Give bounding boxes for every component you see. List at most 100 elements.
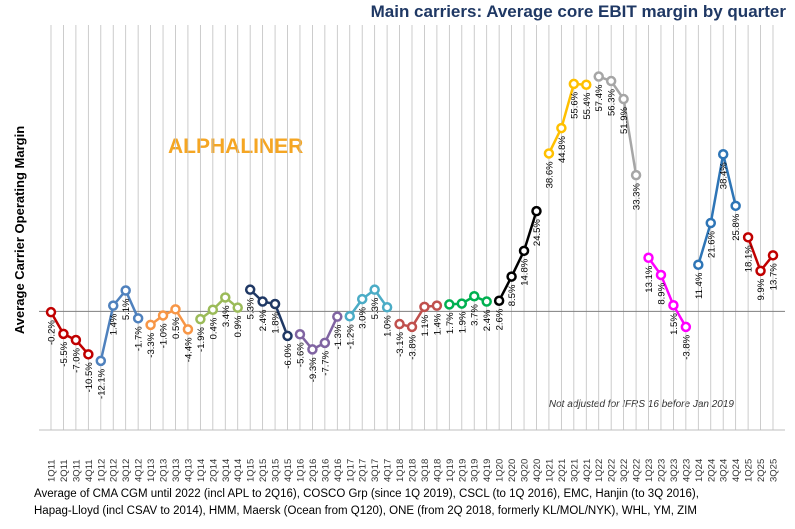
x-tick-label: 4Q18 bbox=[432, 459, 443, 482]
marker bbox=[45, 306, 57, 318]
x-tick-label: 3Q17 bbox=[370, 459, 381, 482]
marker bbox=[742, 232, 754, 243]
data-label: 25.8% bbox=[731, 213, 742, 240]
line bbox=[99, 288, 140, 362]
data-label: 55.4% bbox=[582, 92, 593, 119]
marker bbox=[618, 93, 629, 105]
x-tick-label: 3Q24 bbox=[719, 459, 730, 482]
x-tick-label: 2Q17 bbox=[358, 459, 369, 482]
data-label: -1.2% bbox=[345, 324, 356, 349]
data-label: 3.7% bbox=[470, 304, 481, 326]
data-label: -3.8% bbox=[681, 334, 692, 359]
x-tick-label: 1Q25 bbox=[744, 459, 755, 482]
x-tick-label: 2Q21 bbox=[557, 459, 568, 482]
data-label: -6.0% bbox=[283, 343, 294, 368]
x-tick-label: 1Q16 bbox=[295, 459, 306, 482]
data-label: -1.9% bbox=[196, 327, 207, 352]
marker bbox=[282, 330, 293, 342]
marker bbox=[531, 205, 542, 217]
x-tick-label: 4Q21 bbox=[582, 459, 593, 482]
x-tick-label: 3Q20 bbox=[520, 459, 531, 482]
marker bbox=[456, 298, 468, 309]
data-label: 57.4% bbox=[594, 84, 605, 111]
x-tick-label: 2Q19 bbox=[457, 459, 468, 482]
data-label: 14.8% bbox=[520, 258, 531, 285]
data-label: 38.6% bbox=[544, 161, 555, 188]
x-tick-label: 1Q21 bbox=[544, 459, 555, 482]
data-label: 3.0% bbox=[358, 307, 369, 329]
x-tick-label: 2Q11 bbox=[59, 459, 70, 482]
data-label: 1.8% bbox=[271, 311, 282, 333]
x-tick-label: 3Q15 bbox=[271, 459, 282, 482]
marker bbox=[543, 148, 555, 159]
x-tick-label: 4Q16 bbox=[333, 459, 344, 482]
data-label: 0.5% bbox=[171, 317, 182, 339]
data-label: -3.3% bbox=[146, 332, 157, 357]
data-label: 0.9% bbox=[233, 315, 244, 337]
marker bbox=[668, 299, 679, 311]
marker bbox=[431, 300, 443, 311]
marker bbox=[643, 252, 654, 264]
marker bbox=[195, 313, 206, 325]
marker bbox=[444, 299, 455, 310]
watermark-logo: ALPHALINER bbox=[168, 135, 303, 158]
x-tick-label: 4Q19 bbox=[482, 459, 493, 482]
x-tick-label: 3Q23 bbox=[669, 459, 680, 482]
x-tick-label: 1Q13 bbox=[146, 459, 157, 482]
line bbox=[547, 82, 587, 155]
marker bbox=[518, 245, 530, 257]
data-label: 38.4% bbox=[719, 162, 730, 189]
x-tick-label: 2Q13 bbox=[159, 459, 170, 482]
line bbox=[199, 295, 239, 321]
marker bbox=[730, 200, 741, 212]
marker bbox=[145, 319, 156, 331]
x-tick-label: 1Q18 bbox=[395, 459, 406, 482]
marker bbox=[332, 311, 343, 322]
data-label: 56.3% bbox=[607, 88, 618, 115]
data-label: 8.5% bbox=[507, 284, 518, 306]
x-tick-label: 2Q22 bbox=[607, 459, 618, 482]
marker bbox=[419, 301, 430, 313]
x-tick-label: 4Q24 bbox=[731, 459, 742, 482]
data-label: -1.0% bbox=[159, 323, 170, 348]
marker bbox=[605, 75, 617, 87]
x-tick-label: 4Q23 bbox=[681, 459, 692, 482]
data-label: -1.7% bbox=[134, 326, 145, 351]
data-label: 0.4% bbox=[208, 317, 219, 339]
data-label: 11.4% bbox=[694, 272, 705, 299]
marker bbox=[257, 296, 268, 307]
x-tick-label: 4Q22 bbox=[632, 459, 643, 482]
marker bbox=[506, 271, 517, 282]
line bbox=[149, 307, 189, 331]
marker bbox=[568, 78, 580, 90]
x-tick-label: 1Q20 bbox=[495, 459, 506, 482]
line bbox=[449, 294, 488, 306]
marker bbox=[356, 293, 368, 305]
marker bbox=[269, 298, 281, 310]
x-tick-label: 3Q14 bbox=[221, 459, 232, 482]
x-tick-label: 3Q18 bbox=[420, 459, 431, 482]
x-tick-label: 1Q22 bbox=[594, 459, 605, 482]
data-label: 2.4% bbox=[258, 309, 269, 331]
data-label: 3.4% bbox=[221, 305, 232, 327]
data-label: 1.4% bbox=[109, 313, 120, 335]
marker bbox=[319, 337, 331, 349]
data-label: 55.6% bbox=[569, 91, 580, 118]
x-tick-label: 2Q25 bbox=[756, 459, 767, 482]
x-tick-label: 1Q23 bbox=[644, 459, 655, 482]
marker bbox=[120, 285, 131, 296]
line bbox=[498, 210, 538, 302]
x-tick-label: 2Q24 bbox=[706, 459, 717, 482]
data-label: 1.0% bbox=[383, 315, 394, 337]
line bbox=[399, 304, 438, 329]
x-tick-label: 2Q14 bbox=[208, 459, 219, 482]
data-label: 2.4% bbox=[482, 309, 493, 331]
marker bbox=[394, 318, 405, 330]
marker bbox=[655, 269, 667, 281]
data-label: 21.6% bbox=[706, 230, 717, 257]
data-label: -5.5% bbox=[59, 341, 70, 366]
marker bbox=[468, 290, 480, 302]
x-tick-label: 4Q12 bbox=[134, 459, 145, 482]
line bbox=[249, 288, 289, 337]
data-label: -7.7% bbox=[320, 350, 331, 375]
